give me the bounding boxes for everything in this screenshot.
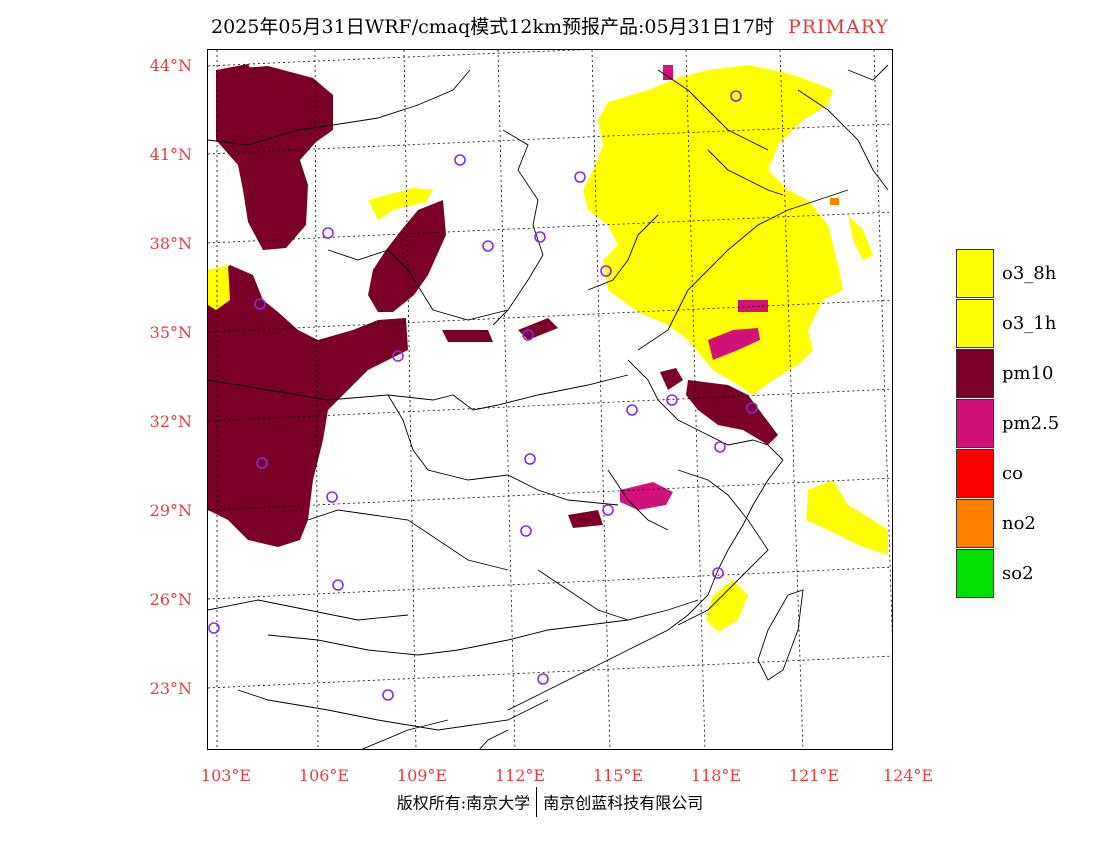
o3-layer (208, 65, 888, 632)
lat-label-44n: 44°N (149, 56, 192, 75)
legend-label: o3_8h (1002, 263, 1057, 284)
lon-label-106e: 106°E (298, 766, 350, 785)
lat-label-41n: 41°N (149, 145, 192, 164)
lat-label-32n: 32°N (149, 412, 192, 431)
copyright-right: 南京创蓝科技有限公司 (543, 793, 704, 813)
lon-label-121e: 121°E (788, 766, 840, 785)
lon-label-109e: 109°E (396, 766, 448, 785)
station-markers (208, 90, 758, 701)
legend-label: co (1002, 463, 1023, 484)
legend-label: pm10 (1002, 363, 1054, 384)
pm25-layer (620, 65, 768, 510)
legend-label: no2 (1002, 513, 1036, 534)
lat-label-35n: 35°N (149, 323, 192, 342)
copyright-left: 版权所有:南京大学 (396, 793, 531, 813)
primary-tag: PRIMARY (787, 16, 889, 38)
legend-swatch (956, 449, 994, 498)
legend-label: o3_1h (1002, 313, 1057, 334)
footer-divider (536, 787, 538, 817)
legend-swatch (956, 249, 994, 298)
graticule (208, 50, 892, 749)
copyright-footer: 版权所有:南京大学 南京创蓝科技有限公司 (0, 787, 1100, 819)
lon-label-115e: 115°E (592, 766, 644, 785)
map-title: 2025年05月31日WRF/cmaq模式12km预报产品:05月31日17时 P… (0, 12, 1100, 39)
legend-swatch (956, 349, 994, 398)
lat-label-23n: 23°N (149, 679, 192, 698)
legend-swatch (956, 299, 994, 348)
map-canvas (208, 50, 892, 749)
legend-swatch (956, 399, 994, 448)
lon-label-103e: 103°E (200, 766, 252, 785)
lat-label-29n: 29°N (149, 501, 192, 520)
legend-label: so2 (1002, 563, 1034, 584)
legend-label: pm2.5 (1002, 413, 1060, 434)
lon-label-124e: 124°E (882, 766, 934, 785)
lon-label-118e: 118°E (690, 766, 742, 785)
no2-layer (830, 198, 839, 205)
lat-label-26n: 26°N (149, 590, 192, 609)
forecast-map[interactable] (207, 49, 893, 750)
lon-label-112e: 112°E (494, 766, 546, 785)
legend-swatch (956, 499, 994, 548)
legend-swatch (956, 549, 994, 598)
title-text: 2025年05月31日WRF/cmaq模式12km预报产品:05月31日17时 (211, 16, 774, 38)
lat-label-38n: 38°N (149, 234, 192, 253)
